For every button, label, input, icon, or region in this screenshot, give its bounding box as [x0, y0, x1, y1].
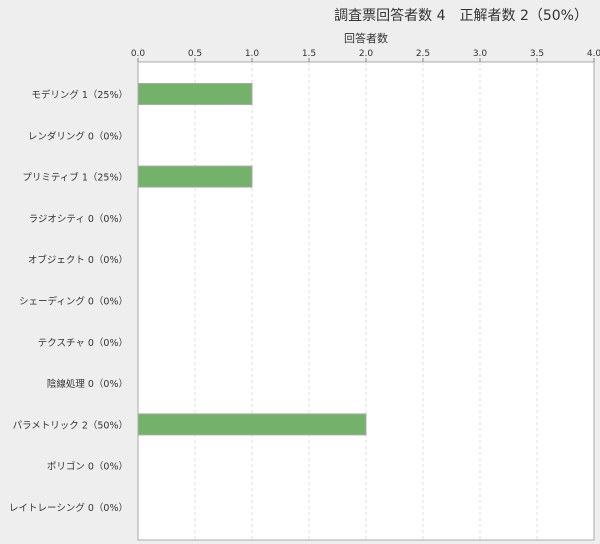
category-label: モデリング 1（25%）	[31, 89, 128, 101]
bar	[137, 413, 367, 436]
x-tick-label: 3.5	[530, 49, 544, 59]
x-tick-label: 1.0	[245, 49, 260, 59]
category-label: ポリゴン 0（0%）	[47, 461, 128, 473]
category-label: パラメトリック 2（50%）	[13, 419, 128, 431]
category-label: オブジェクト 0（0%）	[28, 254, 128, 266]
category-label: ラジオシティ 0（0%）	[29, 213, 128, 225]
chart-title: 調査票回答者数 4 正解者数 2（50%）	[334, 8, 588, 24]
category-label: テクスチャ 0（0%）	[38, 337, 128, 349]
bar	[137, 165, 253, 188]
category-label: シェーディング 0（0%）	[19, 296, 128, 308]
x-tick-label: 0.5	[188, 49, 202, 59]
x-axis-title: 回答者数	[344, 31, 388, 45]
category-label: レンダリング 0（0%）	[28, 130, 128, 142]
x-tick-label: 2.0	[359, 49, 374, 59]
plot-area	[137, 61, 595, 541]
x-tick-label: 0.0	[131, 49, 146, 59]
x-tick-label: 2.5	[416, 49, 430, 59]
category-label: プリミティブ 1（25%）	[22, 172, 128, 184]
x-tick-label: 3.0	[473, 49, 488, 59]
x-tick-label: 1.5	[302, 49, 316, 59]
bar	[137, 83, 253, 105]
category-label: レイトレーシング 0（0%）	[9, 502, 128, 514]
x-tick-label: 4.0	[587, 49, 600, 59]
category-label: 陰線処理 0（0%）	[47, 378, 128, 390]
